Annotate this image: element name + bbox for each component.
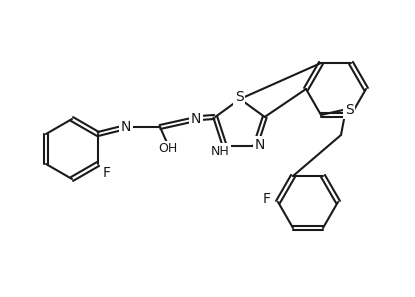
- Text: F: F: [263, 192, 271, 206]
- Text: N: N: [255, 138, 266, 152]
- Text: S: S: [344, 103, 354, 117]
- Text: S: S: [234, 90, 243, 104]
- Text: NH: NH: [210, 145, 229, 157]
- Text: F: F: [103, 166, 111, 180]
- Text: OH: OH: [159, 143, 178, 156]
- Text: N: N: [121, 120, 131, 134]
- Text: N: N: [191, 112, 201, 126]
